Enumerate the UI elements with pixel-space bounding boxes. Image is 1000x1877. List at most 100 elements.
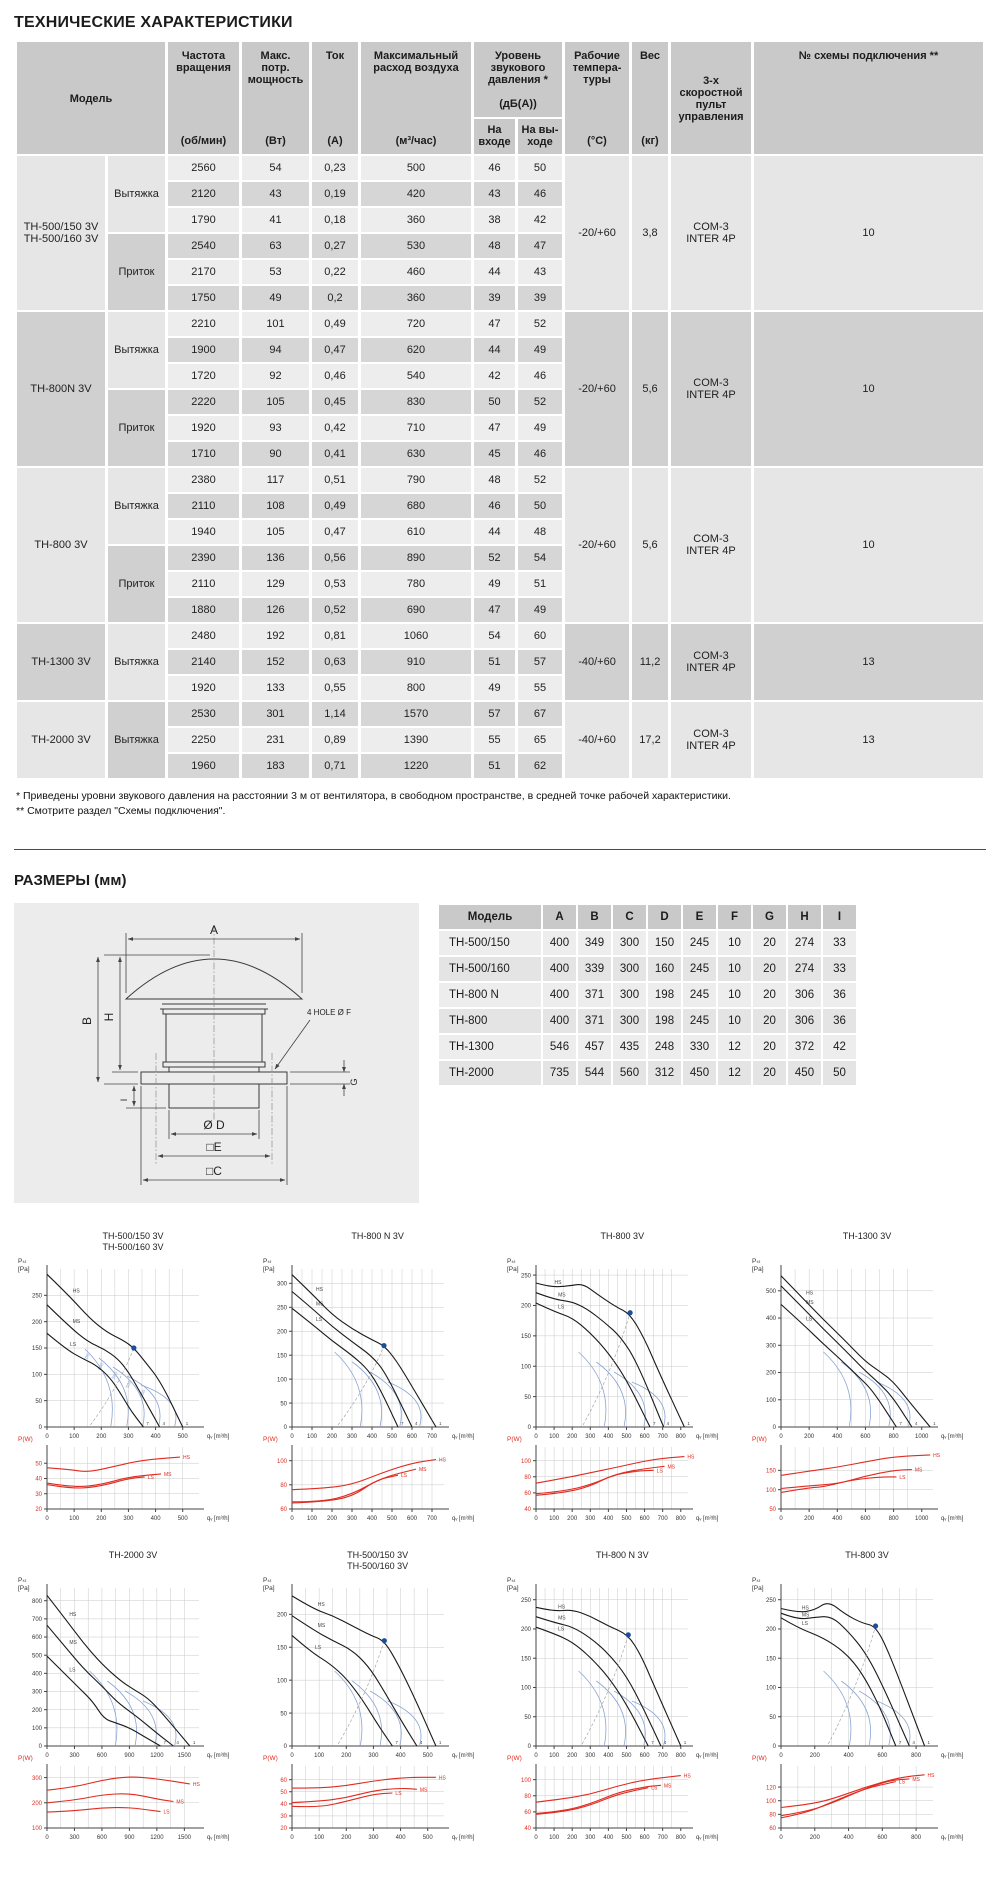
spec-value-cell: 90 (242, 442, 309, 466)
power-y-tick-label: 120 (766, 1785, 777, 1791)
fan-curve-chart: TH-2000 3V 0 100 200 300 400 500 600 700 800 0 300 6… (14, 1548, 252, 1853)
power-y-tick-label: 20 (280, 1826, 287, 1832)
spec-value-cell: 133 (242, 676, 309, 700)
power-y-tick-label: 100 (277, 1459, 288, 1465)
spec-row: 1880 126 0,52 690 47 49 (17, 598, 983, 622)
spec-value-cell: 2110 (168, 494, 239, 518)
spec-weight-cell: 3,8 (632, 156, 669, 310)
spec-value-cell: 129 (242, 572, 309, 596)
dims-cell: 400 (543, 931, 576, 955)
dim-label-h: H (102, 1013, 116, 1022)
x-tick-label: 500 (422, 1753, 433, 1759)
spec-value-cell: 67 (518, 702, 563, 726)
spec-value-cell: 41 (242, 208, 309, 232)
spec-value-cell: 108 (242, 494, 309, 518)
dim-label-i: I (119, 1099, 129, 1102)
power-x-tick-label: 400 (832, 1516, 843, 1522)
power-curve-label-hs: HS (684, 1774, 692, 1780)
power-curve-label-ls: LS (148, 1475, 155, 1481)
curve-label-ms: MS (802, 1613, 810, 1619)
spec-value-cell: 1390 (361, 728, 471, 752)
power-y-tick-label: 80 (280, 1483, 287, 1489)
dims-cell: 36 (823, 1009, 856, 1033)
power-curve-label-ls: LS (899, 1475, 906, 1481)
dims-cell: TH-500/150 (439, 931, 541, 955)
x-tick-label: 600 (97, 1753, 108, 1759)
spec-mode-cell: Приток (108, 390, 165, 466)
x-tick-label: 200 (96, 1434, 107, 1440)
spec-model-cell: TH-500/150 3V TH-500/160 3V (17, 156, 105, 310)
dimensions-title: РАЗМЕРЫ (мм) (14, 872, 127, 889)
curve-end-label: 7 (395, 1740, 398, 1745)
spec-row: 1960 183 0,71 1220 51 62 (17, 754, 983, 778)
dims-cell: 10 (718, 983, 751, 1007)
spec-scheme-cell: 10 (754, 312, 983, 466)
dims-col-header: Модель (439, 905, 541, 929)
x-tick-label: 400 (604, 1434, 615, 1440)
pressure-axis-label: [Pa] (263, 1266, 275, 1273)
power-curve-label-hs: HS (439, 1457, 447, 1463)
y-tick-label: 0 (39, 1425, 43, 1431)
power-x-tick-label: 0 (535, 1835, 539, 1841)
spec-header-airflow: Максимальный расход воздуха (м³/час) (361, 42, 471, 154)
spec-value-cell: 46 (518, 442, 563, 466)
dims-row: TH-1300 546 457 435 248 330 12 20 372 42 (439, 1035, 856, 1059)
power-x-tick-label: 500 (622, 1835, 633, 1841)
dims-cell: 42 (823, 1035, 856, 1059)
spec-value-cell: 0,18 (312, 208, 358, 232)
spec-value-cell: 52 (474, 546, 515, 570)
spec-value-cell: 231 (242, 728, 309, 752)
power-y-tick-label: 100 (32, 1826, 43, 1832)
power-x-tick-label: 800 (676, 1835, 687, 1841)
power-x-tick-label: 700 (427, 1516, 438, 1522)
spec-row: 2120 43 0,19 420 43 46 (17, 182, 983, 206)
y-tick-label: 200 (32, 1708, 43, 1714)
spec-header-temp: Рабочие темпера-туры (°С) (565, 42, 630, 154)
pressure-axis-label: Pₛₜ (18, 1577, 27, 1584)
dims-cell: 245 (683, 957, 716, 981)
fan-curve-chart: TH-800 3V 0 50 100 150 200 250 0 200 400 600 800 Pₛₜ… (748, 1548, 986, 1853)
dims-row: TH-500/160 400 339 300 160 245 10 20 274 33 (439, 957, 856, 981)
spec-value-cell: 2210 (168, 312, 239, 336)
curve-label-ls: LS (316, 1317, 323, 1323)
dims-cell: TH-800 N (439, 983, 541, 1007)
spec-weight-cell: 5,6 (632, 468, 669, 622)
x-tick-label: 300 (586, 1753, 597, 1759)
spec-value-cell: 2250 (168, 728, 239, 752)
power-curve-label-hs: HS (439, 1775, 447, 1781)
power-x-tick-label: 300 (586, 1516, 597, 1522)
curve-end-label: 7 (401, 1421, 404, 1426)
power-x-tick-label: 500 (387, 1516, 398, 1522)
x-tick-label: 1200 (150, 1753, 164, 1759)
y-tick-label: 800 (32, 1599, 43, 1605)
power-curve-label-hs: HS (933, 1453, 941, 1459)
spec-row: Приток 2220 105 0,45 830 50 52 (17, 390, 983, 466)
header-label: Рабочие темпера-туры (572, 50, 622, 86)
power-x-tick-label: 500 (622, 1516, 633, 1522)
x-tick-label: 300 (69, 1753, 80, 1759)
spec-value-cell: 0,23 (312, 156, 358, 180)
chart-title: TH-1300 3V (842, 1231, 892, 1241)
x-tick-label: 400 (395, 1753, 406, 1759)
dims-cell: 12 (718, 1035, 751, 1059)
power-x-tick-label: 600 (877, 1835, 888, 1841)
header-label: Частота вращения (176, 50, 231, 74)
y-tick-label: 0 (528, 1425, 532, 1431)
x-tick-label: 700 (658, 1753, 669, 1759)
power-x-tick-label: 1000 (915, 1516, 929, 1522)
spec-value-cell: 54 (474, 624, 515, 648)
spec-value-cell: 44 (474, 520, 515, 544)
y-tick-label: 50 (280, 1401, 287, 1407)
pressure-axis-label: Pₛₜ (263, 1258, 272, 1265)
curve-label-ls: LS (802, 1621, 809, 1627)
spec-value-cell: 50 (474, 390, 515, 414)
y-tick-label: 150 (32, 1346, 43, 1352)
curve-label-ms: MS (316, 1301, 324, 1307)
power-curve-label-ms: MS (420, 1787, 428, 1793)
spec-control-cell: COM-3 INTER 4P (671, 702, 752, 778)
spec-header-noise: Уровень звукового давления * (дБ(А)) (474, 42, 563, 117)
spec-value-cell: 0,63 (312, 650, 358, 674)
dims-col-header: B (578, 905, 611, 929)
curve-end-label: 4 (915, 1421, 918, 1426)
